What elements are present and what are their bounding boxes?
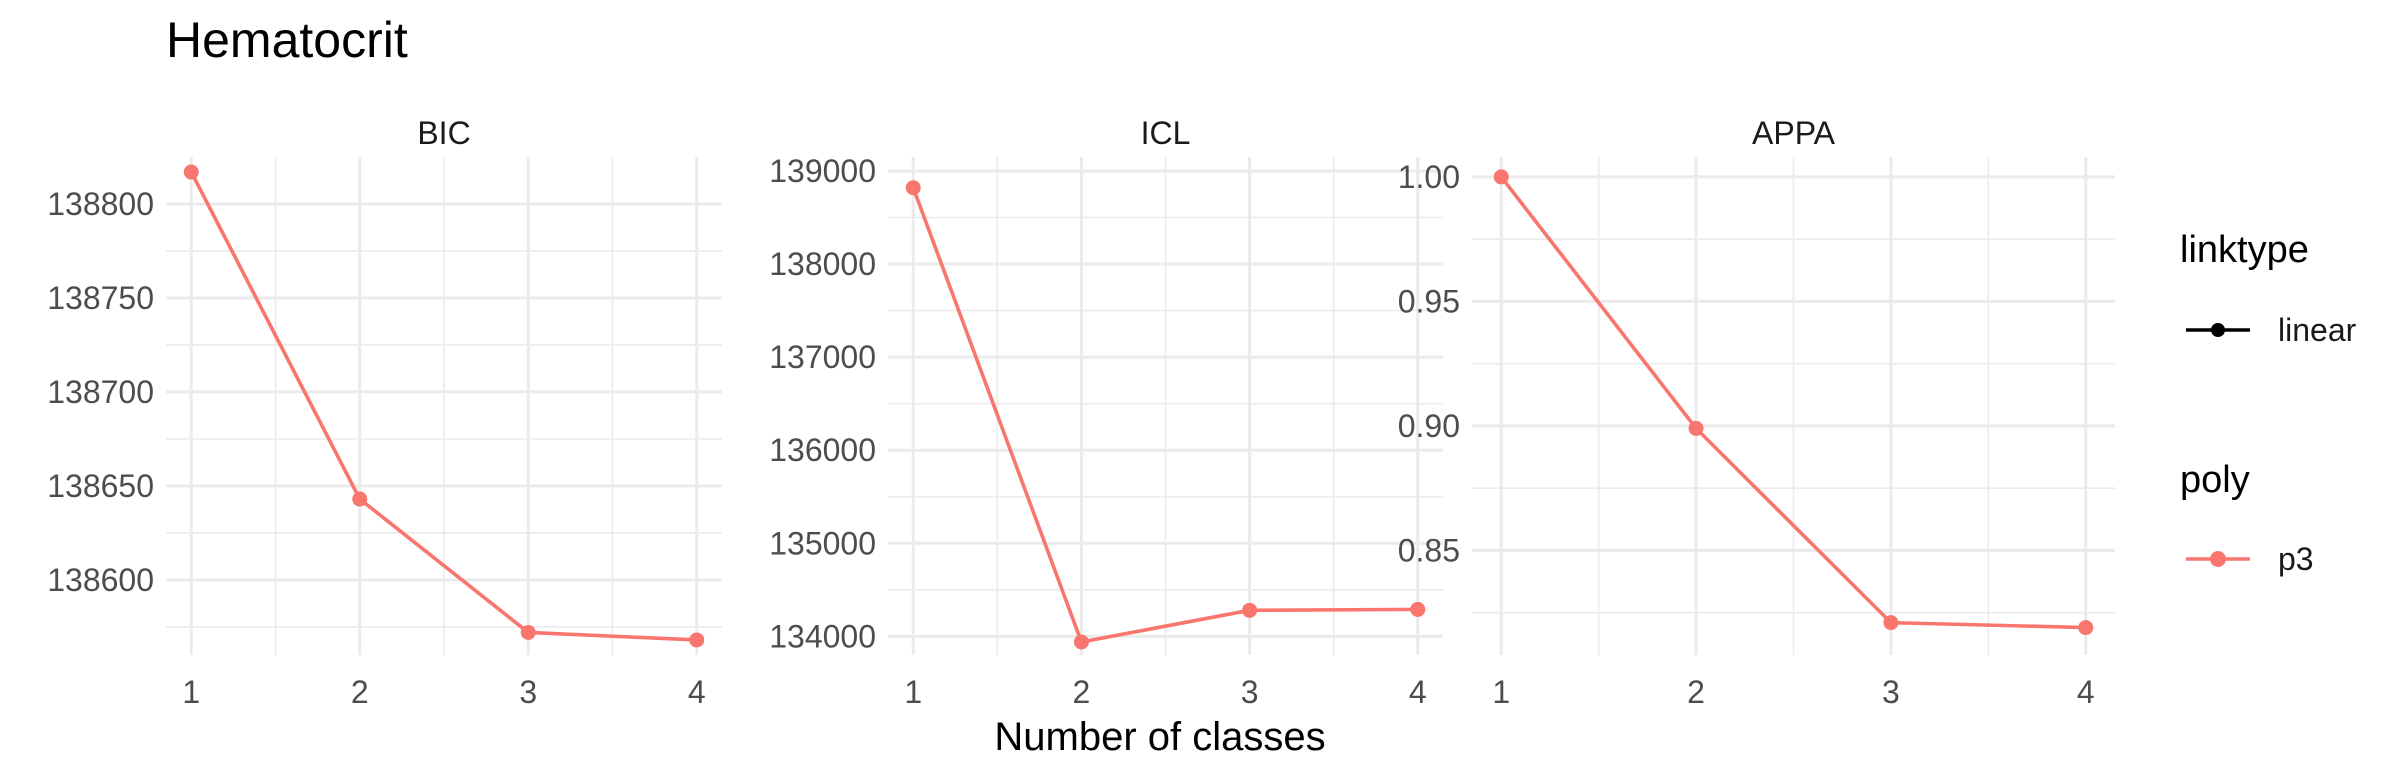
legend-title-poly: poly — [2180, 459, 2250, 501]
x-tick-label: 3 — [519, 674, 537, 710]
data-point — [520, 624, 536, 640]
y-tick-label: 0.95 — [1398, 283, 1460, 319]
data-point — [2078, 620, 2094, 636]
x-tick-label: 2 — [1687, 674, 1705, 710]
x-tick-label: 1 — [182, 674, 200, 710]
data-point — [1883, 615, 1899, 631]
chart-title: Hematocrit — [166, 12, 408, 68]
data-point — [352, 491, 368, 507]
data-point — [689, 632, 705, 648]
y-tick-label: 1.00 — [1398, 159, 1460, 195]
x-tick-label: 4 — [688, 674, 706, 710]
y-tick-label: 138000 — [769, 246, 876, 282]
data-point — [1242, 602, 1258, 618]
data-point — [1073, 634, 1089, 650]
x-tick-label: 4 — [2077, 674, 2095, 710]
y-tick-label: 134000 — [769, 618, 876, 654]
legend-label-linear: linear — [2278, 312, 2357, 348]
data-point — [1688, 420, 1704, 436]
legend-key-point — [2210, 551, 2226, 567]
data-point — [1410, 601, 1426, 617]
x-tick-label: 1 — [904, 674, 922, 710]
data-point — [905, 180, 921, 196]
facet-panels: 1 2 3 4 138600 138650 138700 138750 138800 BIC 1 2 3… — [47, 115, 2115, 710]
facet-label-icl: ICL — [1141, 115, 1191, 151]
y-tick-label: 138600 — [47, 562, 154, 598]
legend-key-point — [2211, 323, 2225, 337]
panel-bic: 1 2 3 4 138600 138650 138700 138750 138800 BIC — [47, 115, 722, 710]
series-line-p3 — [1499, 175, 2086, 630]
x-tick-label: 4 — [1409, 674, 1427, 710]
legend-title-linktype: linktype — [2180, 229, 2309, 271]
y-tick-label: 138800 — [47, 186, 154, 222]
y-tick-label: 138700 — [47, 374, 154, 410]
y-tick-label: 136000 — [769, 432, 876, 468]
panel-icl: 1 2 3 4 134000 135000 136000 137000 138000 139000… — [769, 115, 1443, 710]
x-tick-label: 3 — [1241, 674, 1259, 710]
x-tick-label: 1 — [1492, 674, 1510, 710]
x-tick-label: 3 — [1882, 674, 1900, 710]
y-tick-label: 135000 — [769, 525, 876, 561]
y-tick-label: 138750 — [47, 280, 154, 316]
y-tick-label: 137000 — [769, 339, 876, 375]
x-tick-label: 2 — [351, 674, 369, 710]
panel-appa: 1 2 3 4 0.85 0.90 0.95 1.00 APPA — [1398, 115, 2115, 710]
data-point — [183, 164, 199, 180]
y-tick-label: 0.90 — [1398, 408, 1460, 444]
data-point — [1493, 169, 1509, 185]
facet-label-appa: APPA — [1752, 115, 1836, 151]
x-tick-label: 2 — [1073, 674, 1091, 710]
legend: linktype linear poly p3 — [2180, 229, 2357, 577]
y-tick-label: 138650 — [47, 468, 154, 504]
series-line-p3 — [189, 171, 697, 642]
series-line-p3 — [911, 187, 1418, 644]
y-tick-label: 0.85 — [1398, 532, 1460, 568]
x-axis-label: Number of classes — [994, 715, 1325, 759]
y-tick-label: 139000 — [769, 153, 876, 189]
legend-label-p3: p3 — [2278, 541, 2314, 577]
facet-label-bic: BIC — [417, 115, 470, 151]
